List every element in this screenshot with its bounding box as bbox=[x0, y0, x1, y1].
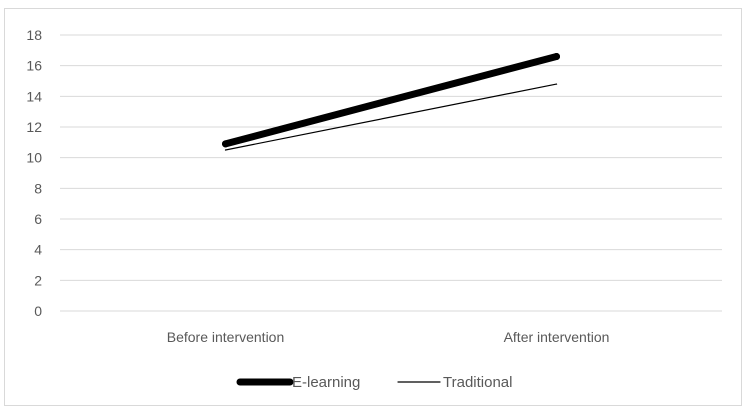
x-tick-label: Before intervention bbox=[167, 329, 285, 345]
y-tick-label: 6 bbox=[34, 211, 42, 227]
data-point bbox=[222, 140, 229, 148]
legend-label: Traditional bbox=[443, 374, 512, 391]
gridlines bbox=[60, 34, 722, 312]
y-tick-label: 10 bbox=[26, 150, 42, 166]
y-tick-label: 4 bbox=[34, 242, 42, 258]
chart-frame bbox=[4, 8, 742, 406]
y-tick-label: 0 bbox=[34, 303, 42, 319]
y-tick-label: 18 bbox=[26, 27, 42, 43]
data-point bbox=[555, 83, 558, 85]
x-tick-label: After intervention bbox=[504, 329, 610, 345]
y-tick-label: 8 bbox=[34, 180, 42, 196]
legend-label: E-learning bbox=[292, 374, 360, 391]
series-line-0 bbox=[222, 52, 560, 148]
series-line-1 bbox=[224, 83, 558, 151]
y-axis-ticks: 0 2 4 6 8 10 12 14 16 18 bbox=[26, 27, 42, 319]
y-tick-label: 14 bbox=[26, 88, 42, 104]
legend: E-learning Traditional bbox=[236, 374, 512, 391]
y-tick-label: 16 bbox=[26, 58, 42, 74]
data-point bbox=[553, 52, 560, 60]
data-point bbox=[224, 149, 227, 151]
y-tick-label: 2 bbox=[34, 272, 42, 288]
x-axis-ticks: Before intervention After intervention bbox=[167, 329, 610, 345]
series-lines bbox=[222, 52, 560, 151]
y-tick-label: 12 bbox=[26, 119, 42, 135]
